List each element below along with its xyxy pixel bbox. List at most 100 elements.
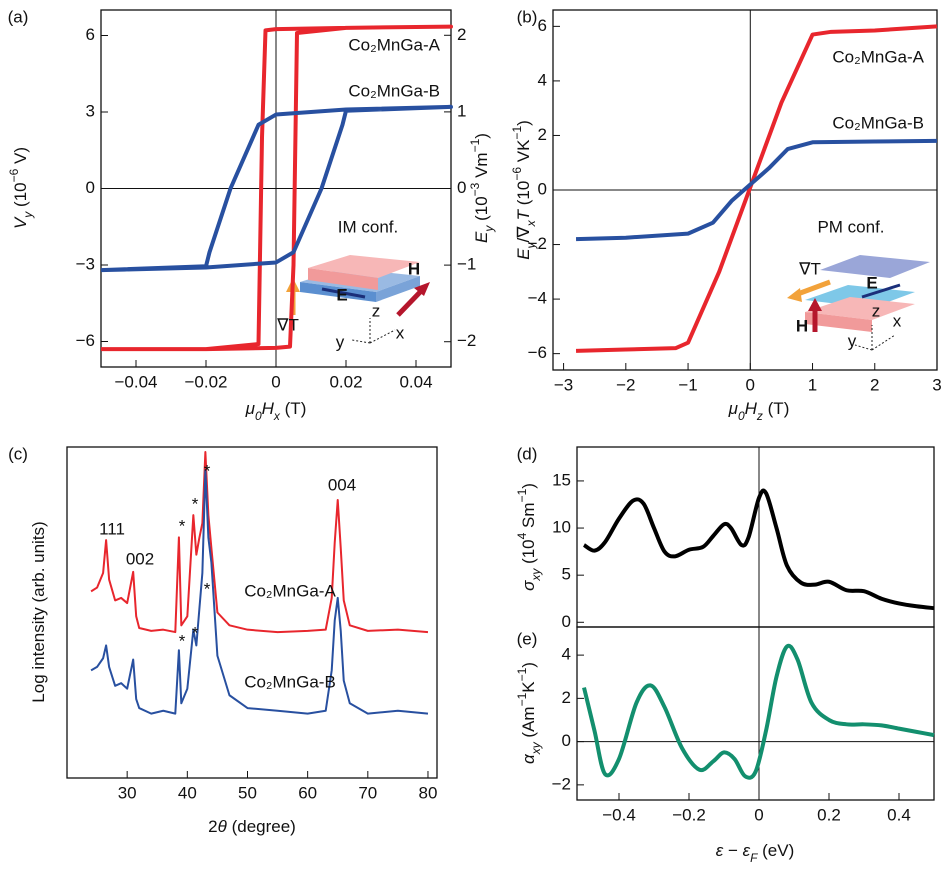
x-tick-label: 0.02 bbox=[329, 372, 362, 391]
label-part: (T) bbox=[763, 399, 789, 418]
x-tick-label: 40 bbox=[178, 783, 197, 802]
y-tick-label: 4 bbox=[562, 645, 571, 664]
label-part: x bbox=[524, 219, 538, 227]
label-part: −6 bbox=[7, 168, 21, 182]
y-tick-label: 6 bbox=[538, 16, 547, 35]
x-tick-label: 50 bbox=[238, 783, 257, 802]
data-line bbox=[582, 643, 935, 780]
x-tick-label: 2 bbox=[870, 375, 879, 394]
y2-tick-label: 2 bbox=[457, 25, 466, 44]
x-tick-label: 0 bbox=[746, 375, 755, 394]
x-tick-label: 80 bbox=[419, 783, 438, 802]
y-tick-label: 0 bbox=[86, 178, 95, 197]
legend-label: Co₂MnGa-B bbox=[348, 81, 440, 100]
label-part: ε bbox=[743, 841, 751, 860]
label-part: (10 bbox=[472, 196, 491, 225]
inset-diagram bbox=[787, 255, 930, 351]
annotation: y bbox=[848, 331, 857, 350]
annotation: y bbox=[336, 332, 345, 351]
label-part: 0 bbox=[738, 409, 745, 423]
x-axis-label: ε − εF (eV) bbox=[716, 841, 795, 865]
label-part: μ bbox=[728, 399, 739, 418]
legend-label: Co₂MnGa-A bbox=[244, 581, 336, 600]
data-line bbox=[575, 138, 938, 242]
label-part: θ bbox=[218, 817, 228, 836]
y-axis-label: σxy (104 Sm−1) bbox=[515, 483, 543, 591]
label-part: y bbox=[21, 211, 35, 219]
label-part: −1 bbox=[515, 488, 529, 502]
label-part: (T) bbox=[280, 399, 306, 418]
label-part: ) bbox=[514, 120, 533, 126]
x-tick-label: 0 bbox=[754, 805, 763, 824]
label-part: F bbox=[750, 851, 758, 865]
y2-tick-label: −1 bbox=[457, 255, 476, 274]
x-tick-label: 30 bbox=[118, 783, 137, 802]
annotation: * bbox=[192, 494, 199, 513]
x-axis-label: μ0Hx (T) bbox=[245, 399, 307, 423]
y-axis-label: Ey/∇xT (10−6 VK−1) bbox=[510, 120, 538, 260]
label-part: Sm bbox=[519, 502, 538, 532]
label-part: (10 bbox=[514, 181, 533, 210]
x-tick-label: −1 bbox=[678, 375, 697, 394]
x-tick-label: −0.2 bbox=[672, 805, 706, 824]
data-line bbox=[100, 104, 453, 273]
annotation: x bbox=[893, 311, 902, 330]
annotation: x bbox=[396, 323, 405, 342]
label-part: α bbox=[519, 753, 538, 764]
annotation: ∇T bbox=[276, 315, 299, 334]
y-tick-label: 0 bbox=[538, 179, 547, 198]
annotation: 004 bbox=[328, 475, 356, 494]
label-part: 2 bbox=[208, 817, 217, 836]
x-tick-label: −2 bbox=[616, 375, 635, 394]
label-part: −1 bbox=[468, 138, 482, 152]
annotation: IM conf. bbox=[338, 217, 398, 236]
y-tick-label: −6 bbox=[76, 331, 95, 350]
legend-label: Co₂MnGa-A bbox=[832, 47, 924, 66]
label-part: T bbox=[514, 208, 533, 220]
label-part: μ bbox=[245, 399, 256, 418]
label-part: V bbox=[11, 216, 30, 229]
panel-label: (e) bbox=[517, 629, 538, 648]
label-part: (10 bbox=[519, 539, 538, 568]
y-tick-label: 0 bbox=[562, 612, 571, 631]
plot-frame bbox=[576, 626, 935, 801]
y-axis-label: Vy (10−6 V) bbox=[7, 147, 35, 229]
annotation: * bbox=[204, 579, 211, 598]
plot-frame bbox=[66, 446, 438, 779]
x-axis-label: μ0Hz (T) bbox=[728, 399, 790, 423]
label-part: − bbox=[723, 841, 742, 860]
legend-label: Co₂MnGa-B bbox=[244, 672, 336, 691]
label-part: ) bbox=[519, 662, 538, 668]
x-tick-label: 1 bbox=[808, 375, 817, 394]
label-part: VK bbox=[514, 139, 533, 167]
y-tick-label: −2 bbox=[528, 234, 547, 253]
label-part: σ bbox=[519, 580, 538, 591]
y-tick-label: −4 bbox=[528, 289, 547, 308]
label-part: H bbox=[262, 399, 275, 418]
label-part: H bbox=[745, 399, 758, 418]
y2-tick-label: 1 bbox=[457, 101, 466, 120]
x-tick-label: 0.04 bbox=[399, 372, 432, 391]
annotation: H bbox=[796, 316, 808, 335]
panel-label: (b) bbox=[517, 7, 538, 26]
y-tick-label: 10 bbox=[552, 518, 571, 537]
label-part: xy bbox=[529, 741, 543, 755]
panel-label: (c) bbox=[8, 444, 28, 463]
x-tick-label: 0.4 bbox=[887, 805, 911, 824]
y-tick-label: 0 bbox=[562, 731, 571, 750]
label-part: V) bbox=[11, 147, 30, 169]
x-tick-label: 60 bbox=[298, 783, 317, 802]
y-tick-label: 6 bbox=[86, 25, 95, 44]
label-part: E bbox=[514, 248, 533, 260]
label-part: K bbox=[519, 681, 538, 693]
data-line bbox=[90, 451, 429, 634]
annotation: ∇T bbox=[798, 259, 821, 278]
y-axis-label: αxy (Am−1K−1) bbox=[515, 662, 543, 764]
annotation: E bbox=[866, 273, 877, 292]
label-part: (degree) bbox=[227, 817, 296, 836]
y2-tick-label: 0 bbox=[457, 178, 466, 197]
annotation: E bbox=[336, 285, 347, 304]
label-part: y bbox=[482, 225, 496, 233]
label-part: (eV) bbox=[757, 841, 794, 860]
label-part: 0 bbox=[255, 409, 262, 423]
